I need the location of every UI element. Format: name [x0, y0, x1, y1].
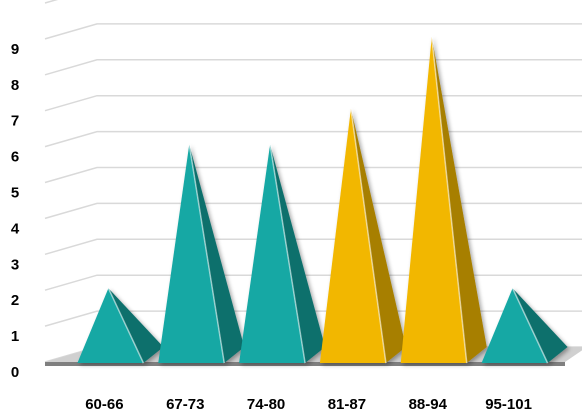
y-tick-label: 6 [11, 149, 19, 166]
pyramid-front-face [400, 36, 467, 364]
y-tick-label: 4 [11, 220, 20, 237]
gridline [44, 23, 582, 40]
gridline [44, 0, 59, 4]
pyramid-bar [481, 287, 568, 364]
pyramid-edge [511, 287, 549, 364]
pyramid-edge [350, 108, 387, 364]
y-tick-label: 9 [11, 41, 19, 58]
gridline [44, 202, 582, 220]
pyramid-edge [431, 36, 468, 364]
pyramid-edge [107, 287, 145, 364]
y-tick-label: 1 [11, 328, 19, 345]
pyramid-side-face [270, 144, 326, 363]
x-category-label: 95-101 [485, 396, 532, 413]
y-tick-label: 2 [11, 292, 19, 309]
pyramid-bar [77, 287, 164, 364]
x-category-label: 74-80 [247, 396, 285, 413]
pyramid-front-face [319, 108, 386, 363]
gridline [44, 59, 582, 76]
gridline [44, 166, 582, 184]
x-category-label: 88-94 [409, 396, 448, 413]
pyramid-side-face [189, 144, 245, 363]
pyramid-bar [239, 144, 326, 364]
pyramid-front-face [158, 144, 225, 363]
gridlines [44, 0, 582, 363]
gridline [44, 130, 582, 148]
pyramid-side-face [512, 288, 568, 363]
pyramid-edge [269, 144, 306, 364]
y-tick-label: 7 [11, 113, 19, 130]
pyramid-side-face [350, 108, 406, 363]
pyramid-front-face [77, 288, 144, 363]
gridline [44, 274, 582, 291]
pyramid-side-face [431, 36, 487, 364]
pyramid-side-face [108, 288, 164, 363]
y-tick-label: 8 [11, 77, 19, 94]
x-category-label: 81-87 [328, 396, 366, 413]
y-tick-label: 3 [11, 256, 19, 273]
x-category-label: 60-66 [85, 396, 123, 413]
pyramid-bar [158, 144, 245, 364]
y-tick-label: 5 [11, 185, 19, 202]
y-axis-ticks: 0 1 2 3 4 5 6 7 8 9 [11, 41, 20, 381]
pyramid-bar [400, 36, 487, 364]
pyramid-edge [188, 144, 225, 364]
gridline [44, 238, 582, 256]
gridline [44, 94, 582, 112]
y-tick-label: 0 [11, 364, 19, 381]
x-category-label: 67-73 [166, 396, 204, 413]
pyramid-front-face [239, 144, 306, 363]
pyramid-bar [319, 108, 406, 364]
pyramid-front-face [481, 288, 548, 363]
bars [77, 36, 568, 364]
x-axis-categories: 60-66 67-73 74-80 81-87 88-94 95-101 [85, 396, 532, 413]
